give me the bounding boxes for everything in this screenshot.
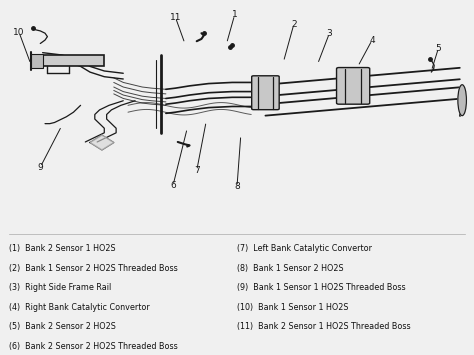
Text: 1: 1 <box>232 10 237 20</box>
Text: 7: 7 <box>194 166 200 175</box>
Text: 3: 3 <box>327 29 332 38</box>
Text: (11)  Bank 2 Sensor 1 HO2S Threaded Boss: (11) Bank 2 Sensor 1 HO2S Threaded Boss <box>237 322 410 331</box>
Text: 6: 6 <box>170 181 176 190</box>
Text: (4)  Right Bank Catalytic Convertor: (4) Right Bank Catalytic Convertor <box>9 303 150 312</box>
Text: (9)  Bank 1 Sensor 1 HO2S Threaded Boss: (9) Bank 1 Sensor 1 HO2S Threaded Boss <box>237 283 406 292</box>
Text: 10: 10 <box>13 28 25 37</box>
Text: (8)  Bank 1 Sensor 2 HO2S: (8) Bank 1 Sensor 2 HO2S <box>237 264 344 273</box>
FancyBboxPatch shape <box>31 55 104 66</box>
Text: (10)  Bank 1 Sensor 1 HO2S: (10) Bank 1 Sensor 1 HO2S <box>237 303 348 312</box>
Text: 4: 4 <box>369 36 375 45</box>
Text: 11: 11 <box>170 13 181 22</box>
Text: (7)  Left Bank Catalytic Convertor: (7) Left Bank Catalytic Convertor <box>237 244 372 253</box>
Text: (6)  Bank 2 Sensor 2 HO2S Threaded Boss: (6) Bank 2 Sensor 2 HO2S Threaded Boss <box>9 342 178 351</box>
Text: 8: 8 <box>234 182 240 191</box>
Polygon shape <box>90 135 114 150</box>
Text: (1)  Bank 2 Sensor 1 HO2S: (1) Bank 2 Sensor 1 HO2S <box>9 244 116 253</box>
Ellipse shape <box>458 85 466 116</box>
Text: (3)  Right Side Frame Rail: (3) Right Side Frame Rail <box>9 283 112 292</box>
Text: 2: 2 <box>291 20 297 28</box>
Text: (5)  Bank 2 Sensor 2 HO2S: (5) Bank 2 Sensor 2 HO2S <box>9 322 116 331</box>
Text: (2)  Bank 1 Sensor 2 HO2S Threaded Boss: (2) Bank 1 Sensor 2 HO2S Threaded Boss <box>9 264 178 273</box>
FancyBboxPatch shape <box>337 67 370 104</box>
FancyBboxPatch shape <box>252 76 279 110</box>
Bar <box>31 54 43 67</box>
Text: 5: 5 <box>436 44 441 53</box>
Text: 9: 9 <box>37 163 43 172</box>
